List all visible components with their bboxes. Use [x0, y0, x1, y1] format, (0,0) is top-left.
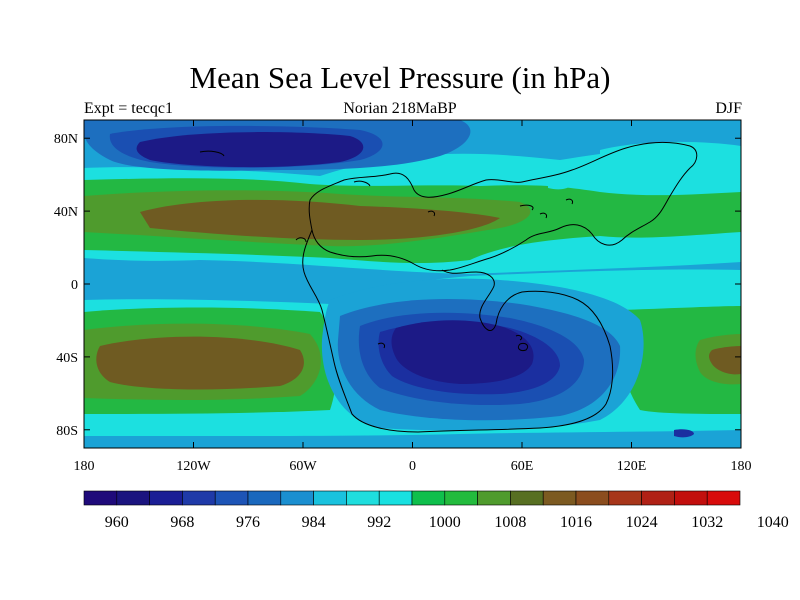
season-label: DJF: [715, 100, 742, 117]
x-tick-label: 180: [731, 459, 752, 474]
x-axis: 180 120W 60W 0 60E 120E 180: [74, 120, 752, 474]
coastline-pangea-south: [302, 229, 614, 433]
contour-core-low-arctic: [136, 132, 364, 168]
colorbar-label: 1024: [626, 514, 658, 531]
colorbar-label: 1008: [494, 514, 526, 531]
colorbar-swatch: [674, 490, 708, 506]
contour-core-high-south: [96, 336, 304, 390]
colorbar-swatch: [247, 490, 282, 506]
colorbar-label: 960: [105, 514, 129, 531]
coastline-islands: [199, 150, 573, 351]
contour-patch-cyan-small: [548, 179, 570, 190]
colorbar-swatch: [116, 490, 150, 506]
experiment-label: Expt = tecqc1: [84, 100, 173, 117]
colorbar-swatch: [510, 490, 544, 506]
x-tick-label: 120E: [617, 459, 647, 474]
colorbar-swatch: [313, 490, 347, 506]
colorbar-swatch: [641, 490, 675, 506]
colorbar-swatch: [280, 490, 314, 506]
contour-patch-dark-blue-small: [674, 429, 694, 438]
x-tick-label: 180: [74, 459, 95, 474]
colorbar-swatch: [411, 490, 446, 506]
chart-title: Mean Sea Level Pressure (in hPa): [189, 60, 611, 95]
y-tick-label: 80S: [56, 424, 78, 439]
colorbar-label: 1016: [560, 514, 592, 531]
contour-field: [84, 120, 741, 448]
colorbar-swatch: [706, 490, 741, 506]
colorbar-swatch: [214, 490, 249, 506]
contour-core-high-southeast: [709, 346, 741, 375]
contour-core-low-south: [391, 320, 534, 384]
x-tick-label: 0: [409, 459, 416, 474]
period-label: Norian 218MaBP: [343, 100, 457, 117]
colorbar-swatch: [83, 490, 118, 506]
colorbar-swatch: [149, 490, 183, 506]
y-tick-label: 40S: [56, 351, 78, 366]
x-tick-label: 60E: [511, 459, 534, 474]
colorbar-swatch: [608, 490, 642, 506]
colorbar-swatch: [575, 490, 610, 506]
x-tick-label: 60W: [289, 459, 317, 474]
colorbar-swatch: [444, 490, 478, 506]
colorbar-label: 976: [236, 514, 260, 531]
colorbar-swatch: [182, 490, 216, 506]
colorbar-label: 1040: [757, 514, 789, 531]
colorbar-swatch: [346, 490, 380, 506]
colorbar-label: 1032: [691, 514, 723, 531]
colorbar: 960 968 976 984 992 1000 1008 1016 1024 1032 1040: [83, 490, 789, 531]
y-tick-label: 80N: [54, 132, 78, 147]
y-tick-label: 0: [71, 278, 78, 293]
contour-patch-cyan-northeast: [600, 141, 741, 176]
x-tick-label: 120W: [176, 459, 211, 474]
coastline-pangea-north: [308, 141, 698, 272]
y-axis: 80N 40N 0 40S 80S: [54, 132, 741, 439]
colorbar-label: 984: [302, 514, 326, 531]
colorbar-label: 968: [170, 514, 194, 531]
contour-core-high-north: [140, 199, 500, 240]
contour-band-green-southeast: [618, 306, 741, 414]
colorbar-swatch: [378, 490, 413, 506]
colorbar-label: 992: [367, 514, 391, 531]
colorbar-label: 1000: [429, 514, 461, 531]
colorbar-swatch: [477, 490, 511, 506]
y-tick-label: 40N: [54, 205, 78, 220]
colorbar-swatch: [542, 490, 577, 506]
